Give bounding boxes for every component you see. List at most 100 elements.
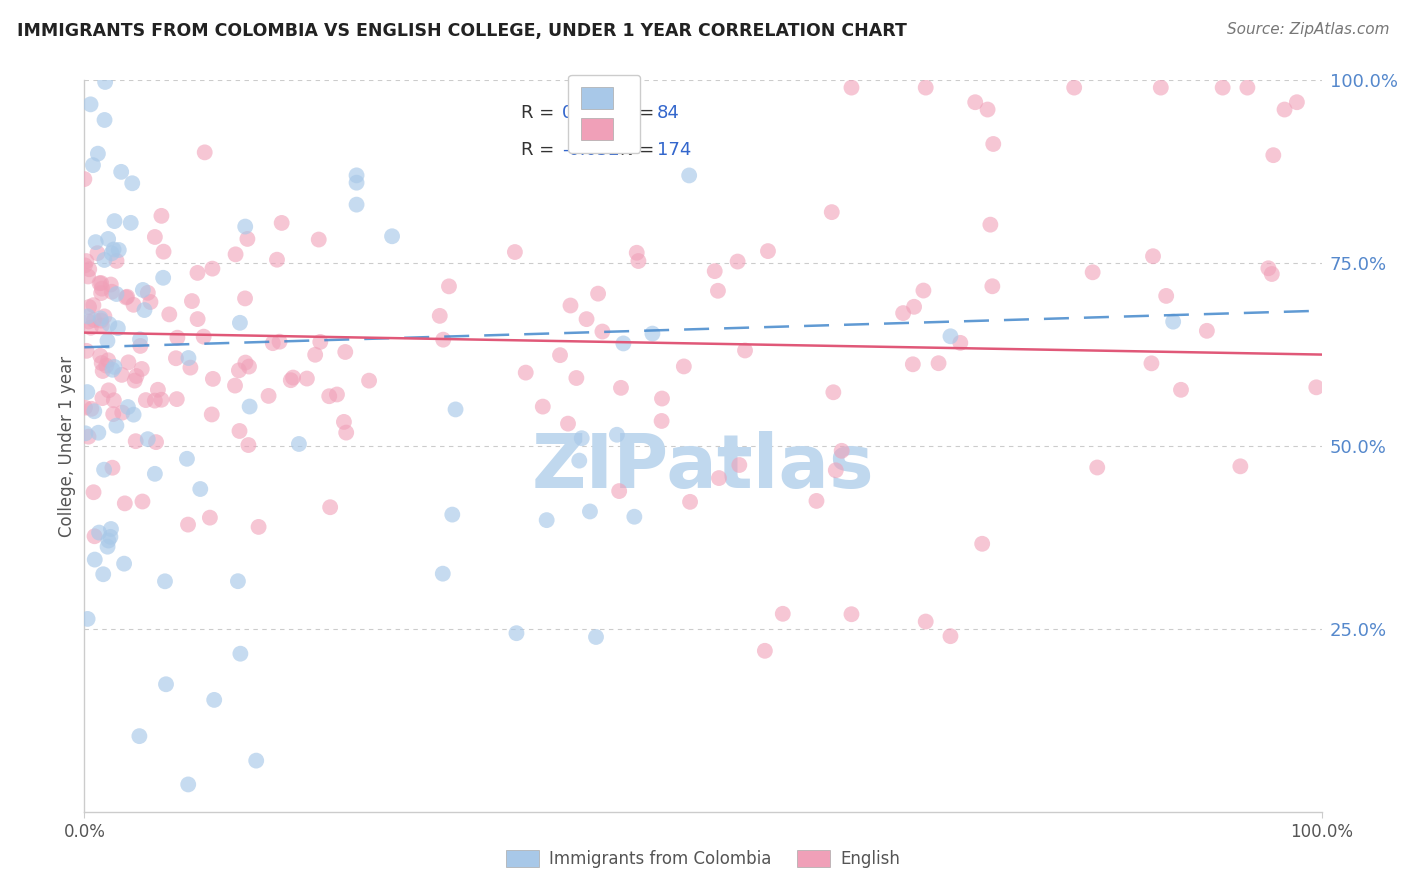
Point (87, 425, 110, 440)
Point (166, 392, 188, 406)
Point (201, 372, 224, 386)
Point (177, 777, 200, 791)
Point (131, 494, 153, 508)
Point (308, 233, 330, 247)
Point (86, 246, 108, 260)
Point (198, 510, 221, 524)
Point (928, 356, 950, 370)
Point (121, 176, 143, 190)
Point (333, 415, 356, 429)
Point (228, 424, 250, 438)
Point (610, 381, 633, 395)
Point (1081, 265, 1104, 279)
Point (1154, 289, 1177, 303)
Point (224, 378, 246, 392)
Point (83, 404, 105, 418)
Point (309, 334, 332, 349)
Point (150, 392, 173, 407)
Point (976, 103, 998, 117)
Point (381, 229, 404, 244)
Point (965, 95, 987, 110)
Point (139, 295, 162, 310)
Point (565, 371, 588, 385)
Point (591, 325, 613, 339)
Point (262, 336, 284, 351)
Point (1063, 80, 1085, 95)
Point (115, 290, 138, 304)
Point (228, 363, 250, 377)
Point (346, 169, 368, 183)
Point (257, 389, 280, 403)
Point (93, 463, 115, 477)
Point (143, 467, 166, 481)
Point (105, 418, 128, 433)
Point (103, 243, 125, 257)
Point (359, 374, 381, 388)
Point (96, 359, 118, 373)
Point (97, 232, 120, 246)
Point (150, 209, 173, 223)
Point (346, 176, 368, 190)
Point (155, 677, 177, 691)
Point (90, 286, 112, 301)
Point (76, 385, 98, 400)
Point (703, 264, 725, 278)
Point (117, 355, 139, 369)
Point (75, 426, 97, 441)
Point (100, 246, 122, 260)
Point (560, 299, 582, 313)
Point (914, 80, 936, 95)
Point (233, 292, 256, 306)
Point (1305, 380, 1327, 394)
Point (187, 312, 209, 326)
Point (326, 387, 349, 401)
Point (281, 370, 304, 384)
Point (823, 385, 845, 400)
Point (1261, 267, 1284, 281)
Text: ZIPatlas: ZIPatlas (531, 432, 875, 505)
Point (96, 334, 118, 348)
Point (505, 626, 527, 640)
Point (193, 329, 215, 343)
Point (136, 432, 159, 446)
Point (247, 520, 270, 534)
Point (585, 630, 607, 644)
Point (238, 438, 260, 452)
Point (114, 496, 136, 510)
Point (115, 290, 138, 304)
Point (304, 348, 326, 362)
Point (77, 269, 100, 284)
Point (575, 312, 598, 326)
Point (111, 406, 134, 420)
Point (89, 349, 111, 363)
Y-axis label: College, Under 1 year: College, Under 1 year (58, 355, 76, 537)
Text: IMMIGRANTS FROM COLOMBIA VS ENGLISH COLLEGE, UNDER 1 YEAR CORRELATION CHART: IMMIGRANTS FROM COLOMBIA VS ENGLISH COLL… (17, 22, 907, 40)
Point (136, 285, 159, 300)
Point (90, 313, 112, 327)
Point (97, 384, 120, 398)
Text: N =: N = (620, 141, 659, 159)
Point (77, 430, 100, 444)
Point (201, 261, 224, 276)
Point (107, 243, 129, 257)
Point (536, 513, 558, 527)
Point (1229, 459, 1251, 474)
Point (432, 566, 454, 581)
Point (728, 458, 751, 472)
Point (91, 567, 114, 582)
Point (89, 277, 111, 291)
Point (101, 285, 124, 299)
Point (444, 402, 467, 417)
Point (83, 313, 105, 327)
Point (225, 247, 247, 261)
Point (100, 37, 122, 51)
Point (651, 414, 673, 428)
Point (93, 112, 115, 127)
Point (939, 629, 962, 643)
Point (280, 373, 302, 387)
Point (186, 266, 208, 280)
Point (139, 46, 162, 61)
Point (135, 393, 157, 408)
Point (981, 136, 1004, 151)
Point (734, 343, 756, 358)
